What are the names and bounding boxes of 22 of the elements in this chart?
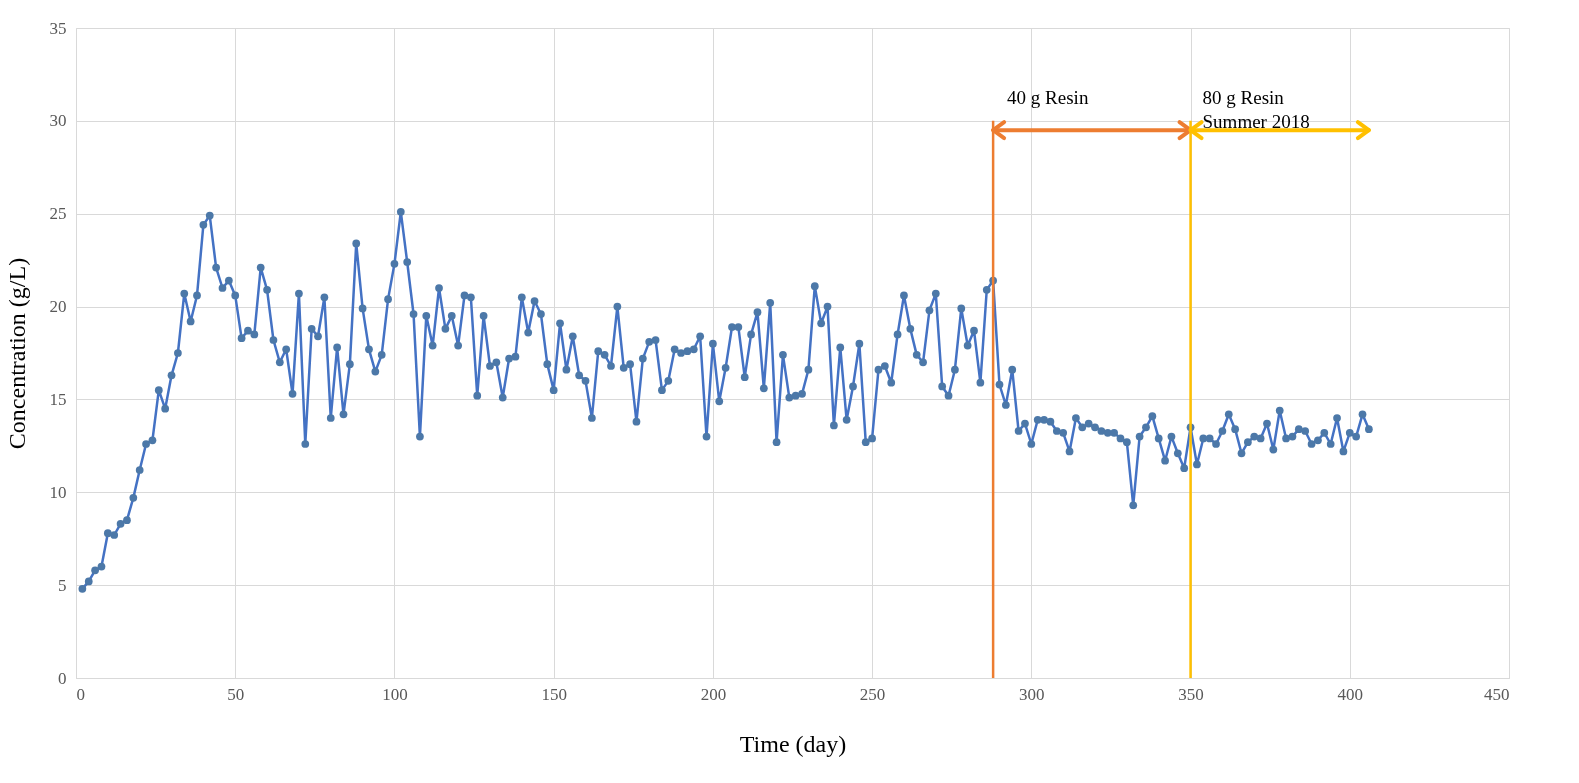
x-axis-title: Time (day): [739, 730, 847, 757]
y-tick-label: 0: [58, 668, 67, 688]
x-tick-label: 200: [700, 684, 727, 704]
y-tick-label: 5: [58, 575, 67, 595]
y-tick-label: 30: [49, 111, 67, 131]
x-tick-label: 400: [1337, 684, 1364, 704]
y-tick-label: 10: [49, 482, 67, 502]
y-tick-label: 35: [49, 18, 67, 38]
x-tick-label: 50: [227, 684, 245, 704]
y-tick-label: 25: [49, 204, 67, 224]
x-tick-label: 450: [1484, 684, 1510, 704]
y-axis-title: Concentration (g/L): [3, 257, 30, 450]
x-tick-label: 150: [541, 684, 567, 704]
ref-line-label: 40 g Resin: [1007, 87, 1089, 109]
y-tick-label: 20: [49, 297, 67, 317]
x-tick-label: 300: [1019, 684, 1045, 704]
x-tick-label: 100: [382, 684, 408, 704]
y-tick-label: 15: [49, 389, 67, 409]
ref-line-label: 80 g Resin Summer 2018: [1202, 87, 1310, 133]
x-tick-label: 250: [859, 684, 886, 704]
x-tick-label: 350: [1178, 684, 1204, 704]
x-tick-label: 0: [76, 684, 85, 704]
